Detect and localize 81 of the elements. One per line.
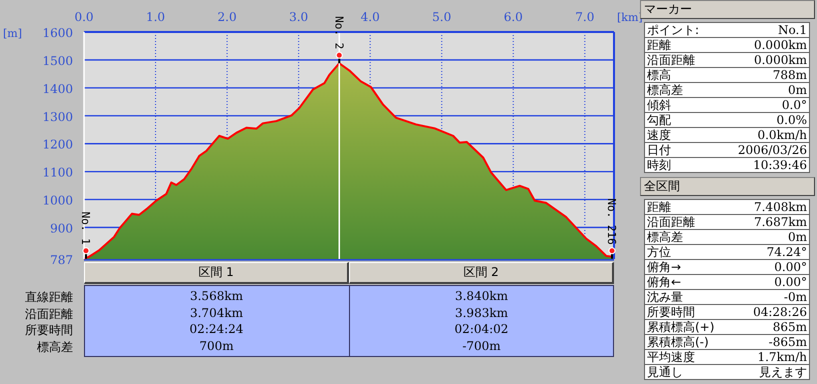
annotation: No. 2 — [332, 16, 346, 50]
text: 時刻 — [644, 158, 716, 172]
text: 標高差 — [644, 230, 736, 244]
y-tick-label: 1000 — [42, 194, 73, 208]
text: 865m — [736, 320, 810, 334]
category-label: 区間 1 — [84, 262, 349, 284]
x-tick-label: 6.0 — [504, 10, 523, 24]
x-tick-label: 4.0 — [360, 10, 380, 24]
y-tick-label: 1600 — [42, 26, 73, 40]
text: 累積標高(-) — [644, 334, 736, 350]
text: 見えます — [736, 364, 810, 380]
y-tick-label: 1100 — [42, 166, 73, 180]
y-tick-label: 1500 — [42, 54, 73, 68]
category-label: 区間 2 — [349, 262, 614, 284]
x-tick-label: 0.0 — [74, 10, 94, 24]
text: 勾配 — [644, 112, 716, 128]
text: 全区間 — [640, 177, 815, 196]
x-tick-label: 5.0 — [432, 10, 452, 24]
text: 1.7km/h — [736, 350, 810, 364]
text: 見通し — [644, 364, 736, 380]
text: 3.704km — [190, 306, 243, 320]
text: -700m — [462, 338, 501, 352]
text: 所要時間 — [644, 304, 736, 320]
x-tick-label: 2.0 — [218, 10, 237, 24]
annotation: No. 216 — [605, 198, 618, 245]
y-tick-label: 900 — [50, 221, 73, 236]
text: 10:39:46 — [716, 158, 810, 172]
text: 傾斜 — [644, 98, 716, 112]
text: 700m — [199, 338, 234, 352]
y-axis-title: [m] — [3, 27, 22, 40]
text: 日付 — [644, 142, 716, 158]
text: 平均速度 — [644, 350, 736, 364]
category-label: 標高差 — [37, 340, 73, 354]
text: 7.687km — [736, 214, 810, 230]
x-tick-label: 7.0 — [575, 10, 594, 24]
text: 沿面距離 — [644, 214, 736, 230]
text: 02:04:02 — [454, 322, 508, 336]
text: 俯角→ — [644, 260, 736, 274]
y-tick-label: 1200 — [42, 138, 73, 152]
text: 788m — [716, 68, 810, 82]
text: 0.0% — [716, 112, 810, 128]
text: 3.568km — [190, 289, 243, 303]
text: 7.408km — [736, 200, 810, 214]
text: 0m — [716, 82, 810, 98]
text: 3.840km — [454, 289, 508, 303]
text: 沈み量 — [644, 290, 736, 304]
category-label: 直線距離 — [25, 290, 73, 304]
text: 沿面距離 — [644, 52, 716, 68]
text: 3.983km — [454, 306, 508, 320]
y-tick-label: 1300 — [42, 110, 73, 124]
text: 2006/03/26 — [716, 142, 810, 158]
text: 0.0km/h — [716, 128, 810, 142]
text: 俯角← — [644, 274, 736, 290]
y-tick-label: 787 — [50, 253, 73, 267]
text: 方位 — [644, 244, 736, 260]
text: No.1 — [716, 22, 810, 38]
text: 02:24:24 — [190, 322, 244, 336]
y-tick-label: 1400 — [42, 82, 73, 96]
text: 速度 — [644, 128, 716, 142]
x-tick-label: 1.0 — [146, 10, 166, 24]
text: -0m — [736, 290, 810, 304]
text: 0.00° — [736, 274, 810, 290]
text: 標高 — [644, 68, 716, 82]
text: 0.00° — [736, 260, 810, 274]
text: 0.000km — [716, 38, 810, 52]
text: -865m — [736, 334, 810, 350]
annotation: No. 1 — [79, 212, 92, 245]
text: 0.0° — [716, 98, 810, 112]
text: 04:28:26 — [736, 304, 810, 320]
text: ポイント: — [644, 22, 716, 38]
text: マーカー — [644, 2, 692, 16]
x-tick-label: 3.0 — [289, 10, 308, 24]
text: 74.24° — [736, 244, 810, 260]
text: 標高差 — [644, 82, 716, 98]
category-label: 所要時間 — [25, 323, 73, 337]
text: 0m — [736, 230, 810, 244]
category-label: 沿面距離 — [25, 306, 73, 320]
text: 累積標高(+) — [644, 320, 736, 334]
text: 距離 — [644, 200, 736, 214]
text: 距離 — [644, 38, 716, 52]
text: 0.000km — [716, 52, 810, 68]
